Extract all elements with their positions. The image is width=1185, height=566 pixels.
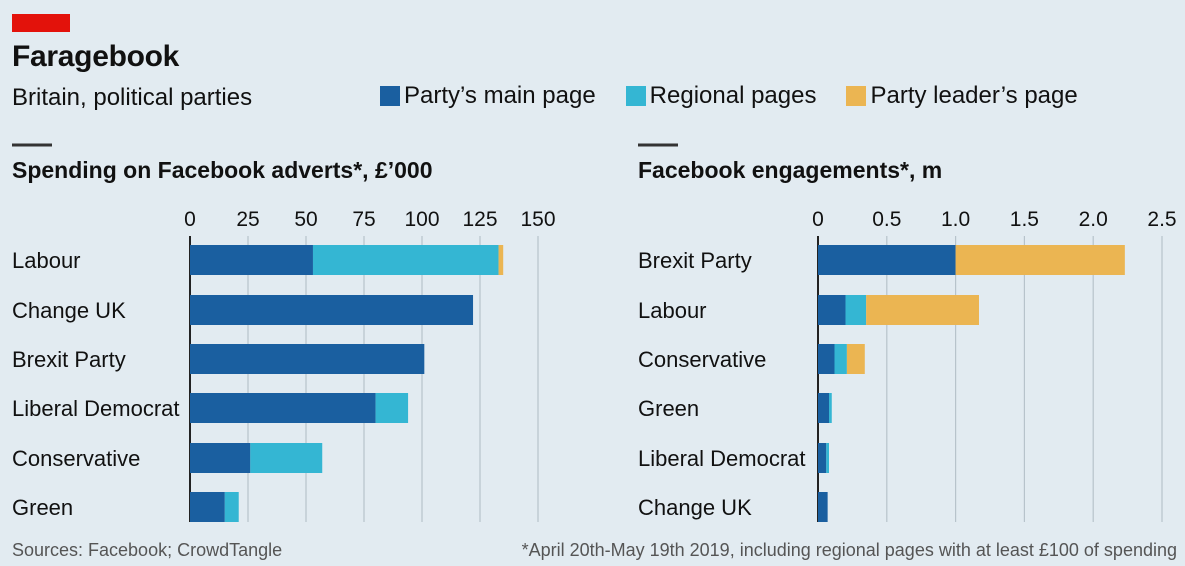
chart-2-bar-change-uk-party-s-main-page (818, 492, 828, 522)
chart-1-title: Spending on Facebook adverts*, £’000 (12, 157, 433, 183)
chart-1-category-label: Green (12, 495, 73, 520)
chart-2-category-label: Change UK (638, 495, 752, 520)
chart-2-tick-label: 2.5 (1147, 208, 1176, 231)
legend-item-main: Party’s main page (380, 82, 596, 110)
chart-1-bar-brexit-party-party-s-main-page (190, 344, 425, 374)
chart-1-bar-liberal-democrat-regional-pages (375, 393, 409, 423)
chart-legend: Party’s main page Regional pages Party l… (380, 82, 1108, 110)
chart-2-bar-brexit-party-party-leader-s-page (955, 245, 1125, 275)
chart-2-bar-green-regional-pages (829, 393, 832, 423)
chart-2-bar-conservative-party-s-main-page (818, 344, 835, 374)
chart-2-title: Facebook engagements*, m (638, 157, 942, 183)
chart-2-category-label: Green (638, 396, 699, 421)
chart-2-bar-brexit-party-party-s-main-page (818, 245, 956, 275)
chart-2-tick-label: 2.0 (1079, 208, 1108, 231)
footnote: *April 20th-May 19th 2019, including reg… (521, 540, 1177, 560)
chart-2-tick-label: 1.0 (941, 208, 970, 231)
chart-1-bar-labour-regional-pages (312, 245, 499, 275)
legend-swatch-main (380, 86, 400, 106)
chart-2-tick-label: 1.5 (1010, 208, 1039, 231)
chart-2-category-label: Labour (638, 298, 707, 323)
chart-2-category-label: Brexit Party (638, 248, 752, 273)
chart-1-tick-label: 50 (294, 208, 317, 231)
chart-1-bar-green-party-s-main-page (190, 492, 225, 522)
legend-label-main: Party’s main page (404, 82, 596, 109)
chart-2-tick-label: 0.5 (872, 208, 901, 231)
page-subtitle: Britain, political parties (12, 84, 253, 111)
chart-1-category-label: Brexit Party (12, 347, 126, 372)
chart-1-tick-label: 150 (520, 208, 555, 231)
chart-1-bar-change-uk-party-s-main-page (190, 295, 474, 325)
chart-1-tick-label: 100 (404, 208, 439, 231)
legend-label-leader: Party leader’s page (870, 82, 1078, 109)
chart-1-bar-conservative-party-s-main-page (190, 443, 251, 473)
chart-1-bar-labour-party-leader-s-page (498, 245, 504, 275)
chart-2-bar-conservative-regional-pages (834, 344, 847, 374)
chart-2-category-label: Liberal Democrat (638, 446, 806, 471)
legend-item-leader: Party leader’s page (846, 82, 1078, 110)
brand-tag (12, 14, 70, 32)
chart-1-category-label: Liberal Democrat (12, 396, 180, 421)
chart-1-category-label: Conservative (12, 446, 140, 471)
chart-1-tick-label: 0 (184, 208, 196, 231)
chart-2-bar-labour-party-leader-s-page (866, 295, 979, 325)
chart-1-bar-green-regional-pages (224, 492, 239, 522)
legend-item-regional: Regional pages (625, 82, 817, 110)
chart-1-tick-label: 25 (236, 208, 259, 231)
legend-swatch-leader (846, 86, 867, 106)
legend-label-regional: Regional pages (649, 82, 817, 109)
sources-note: Sources: Facebook; CrowdTangle (12, 540, 283, 560)
chart-2-tick-label: 0 (812, 208, 824, 231)
chart-1-tick-label: 125 (462, 208, 497, 231)
chart-2-bar-conservative-party-leader-s-page (846, 344, 865, 374)
chart-1-bar-liberal-democrat-party-s-main-page (190, 393, 376, 423)
chart-1-category-label: Labour (12, 248, 81, 273)
chart-2-bar-green-party-s-main-page (818, 393, 830, 423)
page-title: Faragebook (12, 40, 180, 73)
chart-2-bar-liberal-democrat-regional-pages (826, 443, 830, 473)
chart-2-bar-labour-party-s-main-page (818, 295, 846, 325)
chart-1-tick-label: 75 (352, 208, 375, 231)
chart-1-bar-labour-party-s-main-page (190, 245, 313, 275)
chart-2-bar-liberal-democrat-party-s-main-page (818, 443, 827, 473)
chart-1-bar-conservative-regional-pages (250, 443, 323, 473)
legend-swatch-regional (625, 86, 646, 106)
chart-1-category-label: Change UK (12, 298, 126, 323)
chart-2-category-label: Conservative (638, 347, 766, 372)
chart-2-bar-labour-regional-pages (845, 295, 867, 325)
